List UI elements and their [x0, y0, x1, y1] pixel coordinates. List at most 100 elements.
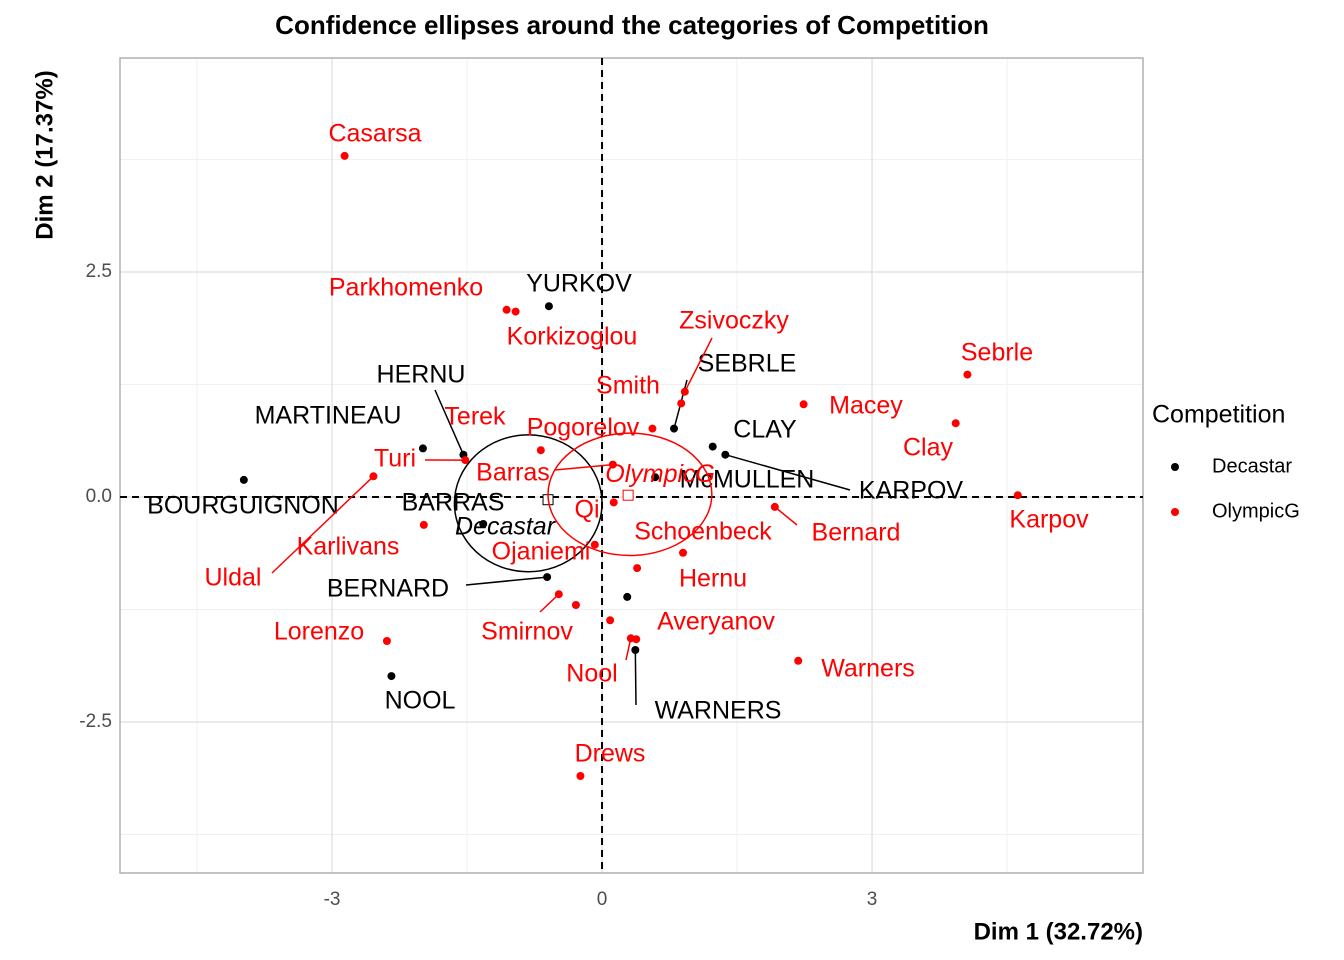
- point-label: BOURGUIGNON: [147, 492, 339, 520]
- point: [590, 540, 599, 549]
- point: [951, 419, 960, 428]
- point-label: KARPOV: [859, 477, 964, 505]
- point: [608, 460, 617, 469]
- legend-label: Decastar: [1212, 455, 1292, 477]
- point-label: Ojaniemi: [492, 538, 591, 566]
- y-tick-label: -2.5: [79, 711, 112, 732]
- point-label: Pogorelov: [527, 414, 640, 442]
- leader-line: [774, 506, 798, 526]
- point-label: Smirnov: [481, 618, 573, 646]
- leader-line: [634, 649, 637, 706]
- legend-marker: [1171, 463, 1179, 471]
- point: [479, 519, 488, 528]
- point: [1013, 491, 1022, 500]
- point: [770, 502, 779, 511]
- x-axis-label: Dim 1 (32.72%): [974, 918, 1143, 945]
- point-label: Macey: [829, 392, 903, 420]
- point: [340, 151, 349, 160]
- point-label: Clay: [903, 434, 954, 462]
- point-label: Schoenbeck: [634, 518, 772, 546]
- point: [571, 600, 580, 609]
- legend-marker: [1171, 508, 1179, 516]
- point: [609, 498, 618, 507]
- point-label: Karpov: [1009, 506, 1089, 534]
- confidence-ellipse: [453, 434, 603, 573]
- point: [677, 399, 686, 408]
- point-label: BERNARD: [327, 575, 449, 603]
- point: [369, 472, 378, 481]
- point: [239, 475, 248, 484]
- point-label: Korkizoglou: [507, 323, 638, 351]
- point: [963, 370, 972, 379]
- point: [606, 616, 615, 625]
- point: [461, 456, 470, 465]
- category-label: OlympicG: [605, 460, 715, 488]
- point-label: CLAY: [733, 416, 797, 444]
- leader-line: [539, 593, 560, 613]
- point: [708, 442, 717, 451]
- point: [794, 656, 803, 665]
- x-tick-label: 3: [867, 889, 878, 910]
- point-label: Uldal: [205, 564, 262, 592]
- point: [576, 771, 585, 780]
- point-label: McMULLEN: [680, 466, 815, 494]
- plot-border: [119, 57, 1144, 874]
- leader-line: [684, 337, 713, 393]
- point: [382, 636, 391, 645]
- point: [631, 645, 640, 654]
- category-label: Decastar: [455, 512, 557, 540]
- point: [536, 446, 545, 455]
- leader-line: [725, 453, 851, 491]
- point: [670, 424, 679, 433]
- legend-title: Competition: [1152, 401, 1285, 429]
- point-label: Parkhomenko: [329, 274, 483, 302]
- confidence-ellipse: [547, 432, 713, 557]
- point: [418, 444, 427, 453]
- y-axis-label: Dim 2 (17.37%): [31, 70, 58, 239]
- leader-line: [465, 576, 548, 586]
- point-label: WARNERS: [655, 697, 782, 725]
- point: [799, 400, 808, 409]
- point-label: NOOL: [385, 687, 456, 715]
- point-label: Zsivoczky: [679, 307, 789, 335]
- point: [419, 520, 428, 529]
- chart-title: Confidence ellipses around the categorie…: [275, 10, 989, 40]
- point: [387, 672, 396, 681]
- point: [632, 635, 641, 644]
- point: [543, 573, 552, 582]
- leader-line: [434, 389, 465, 456]
- point-label: BARRAS: [402, 489, 505, 517]
- leader-line: [271, 475, 374, 574]
- point-label: Terek: [444, 403, 506, 431]
- point-label: Averyanov: [657, 608, 775, 636]
- point: [502, 305, 511, 314]
- x-tick-label: 0: [597, 889, 608, 910]
- point-label: Hernu: [679, 565, 747, 593]
- point: [648, 424, 657, 433]
- point-label: SEBRLE: [698, 350, 797, 378]
- x-tick-label: -3: [324, 889, 341, 910]
- point-label: HERNU: [377, 361, 466, 389]
- category-center: [622, 489, 634, 501]
- point-label: Smith: [596, 372, 660, 400]
- point: [633, 564, 642, 573]
- y-tick-label: 0.0: [86, 486, 112, 507]
- point-label: YURKOV: [526, 270, 632, 298]
- point-label: Nool: [566, 660, 617, 688]
- point-label: Bernard: [812, 519, 901, 547]
- point-label: Warners: [821, 655, 915, 683]
- point-label: Turi: [374, 445, 416, 473]
- point: [511, 307, 520, 316]
- point: [679, 548, 688, 557]
- point-label: Qi: [575, 496, 600, 524]
- point: [544, 302, 553, 311]
- point-label: MARTINEAU: [255, 402, 402, 430]
- point-label: Sebrle: [961, 339, 1033, 367]
- point: [721, 450, 730, 459]
- point: [554, 590, 563, 599]
- leader-line: [554, 463, 613, 471]
- point-label: Drews: [575, 740, 646, 768]
- legend-label: OlympicG: [1212, 500, 1300, 522]
- point: [651, 473, 660, 482]
